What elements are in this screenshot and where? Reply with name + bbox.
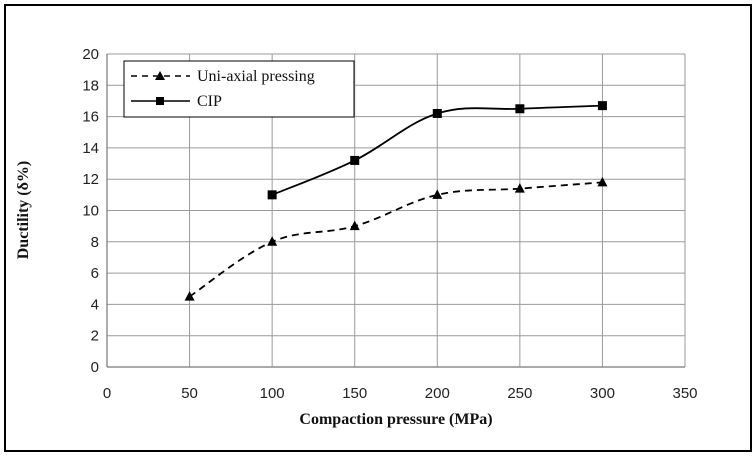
legend-marker-triangle xyxy=(155,71,165,80)
legend-label-cip: CIP xyxy=(197,93,222,110)
data-point-square xyxy=(267,190,277,200)
data-point-triangle xyxy=(432,189,443,199)
y-tick-label: 4 xyxy=(91,296,99,313)
y-tick-label: 14 xyxy=(82,140,99,157)
legend-marker-square xyxy=(156,97,164,105)
y-tick-label: 6 xyxy=(91,265,99,282)
x-tick-label: 250 xyxy=(507,385,532,402)
x-axis-title: Compaction pressure (MPa) xyxy=(299,411,492,428)
y-tick-label: 0 xyxy=(91,359,99,376)
y-tick-label: 8 xyxy=(91,234,99,251)
legend-box xyxy=(123,60,355,118)
x-tick-label: 300 xyxy=(590,385,615,402)
data-point-square xyxy=(432,108,442,118)
x-tick-label: 350 xyxy=(672,385,697,402)
axes xyxy=(106,54,685,368)
legend-label-uniaxial: Uni-axial pressing xyxy=(197,68,315,85)
x-tick-label: 100 xyxy=(260,385,285,402)
y-tick-label: 2 xyxy=(91,328,99,345)
x-tick-label: 150 xyxy=(342,385,367,402)
data-point-triangle xyxy=(349,220,360,231)
x-tick-label: 50 xyxy=(181,385,198,402)
data-point-square xyxy=(350,155,360,165)
data-point-triangle xyxy=(514,183,525,193)
y-tick-label: 12 xyxy=(82,171,99,188)
series-line-uniaxial xyxy=(189,181,603,298)
legend: Uni-axial pressing CIP xyxy=(123,60,355,118)
x-tick-labels: 0 50 100 150 200 250 300 350 xyxy=(103,385,698,402)
data-point-triangle xyxy=(267,236,278,246)
data-point-square xyxy=(515,104,525,114)
data-point-triangle xyxy=(184,291,195,301)
data-point-square xyxy=(597,101,607,111)
series-layer xyxy=(184,101,608,301)
y-axis-title: Ductility (δ%) xyxy=(15,161,32,260)
y-tick-label: 18 xyxy=(82,77,99,94)
x-tick-label: 0 xyxy=(103,385,111,402)
y-tick-label: 10 xyxy=(82,203,99,220)
outer-border xyxy=(4,4,752,452)
y-tick-label: 16 xyxy=(82,109,99,126)
x-tick-label: 200 xyxy=(425,385,450,402)
y-tick-labels: 0 2 4 6 8 10 12 14 16 18 20 xyxy=(82,46,99,376)
y-tick-label: 20 xyxy=(82,46,99,63)
data-point-triangle xyxy=(597,176,608,187)
